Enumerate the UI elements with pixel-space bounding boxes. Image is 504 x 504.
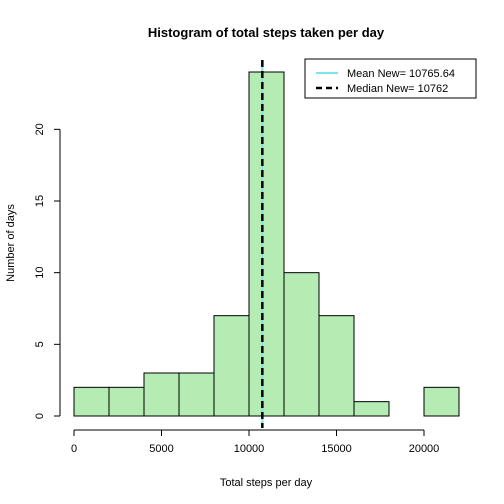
chart-title: Histogram of total steps taken per day	[148, 25, 385, 40]
histogram-bar-8	[353, 401, 390, 417]
histogram-bar-2	[143, 372, 180, 417]
histogram-bar-5	[248, 71, 285, 417]
x-tick-label-2: 10000	[234, 443, 265, 455]
legend-label-median: Median New= 10762	[347, 83, 448, 95]
y-axis: 0 5 10 15 20	[34, 123, 61, 419]
histogram-bar-4	[213, 315, 250, 417]
x-axis-label: Total steps per day	[220, 477, 313, 489]
x-tick-label-1: 5000	[149, 443, 173, 455]
y-tick-label-4: 20	[34, 123, 46, 135]
y-axis-label: Number of days	[5, 204, 17, 282]
x-axis: 0 5000 10000 15000 20000	[71, 429, 440, 455]
histogram-bar-0	[73, 386, 110, 417]
x-tick-label-4: 20000	[409, 443, 440, 455]
histogram-bar-10	[423, 386, 460, 417]
x-tick-label-3: 15000	[321, 443, 352, 455]
y-tick-label-2: 10	[34, 267, 46, 279]
x-tick-label-0: 0	[71, 443, 77, 455]
legend-label-mean: Mean New= 10765.64	[347, 68, 455, 80]
bars	[73, 71, 460, 417]
histogram-bar-1	[108, 386, 145, 417]
histogram-bar-3	[178, 372, 215, 417]
y-tick-label-1: 5	[34, 341, 46, 347]
legend: Mean New= 10765.64 Median New= 10762	[304, 58, 477, 99]
histogram-bar-6	[283, 272, 320, 417]
histogram-bar-7	[318, 315, 355, 417]
y-tick-label-0: 0	[34, 413, 46, 419]
legend-box	[304, 58, 477, 99]
y-tick-label-3: 15	[34, 195, 46, 207]
